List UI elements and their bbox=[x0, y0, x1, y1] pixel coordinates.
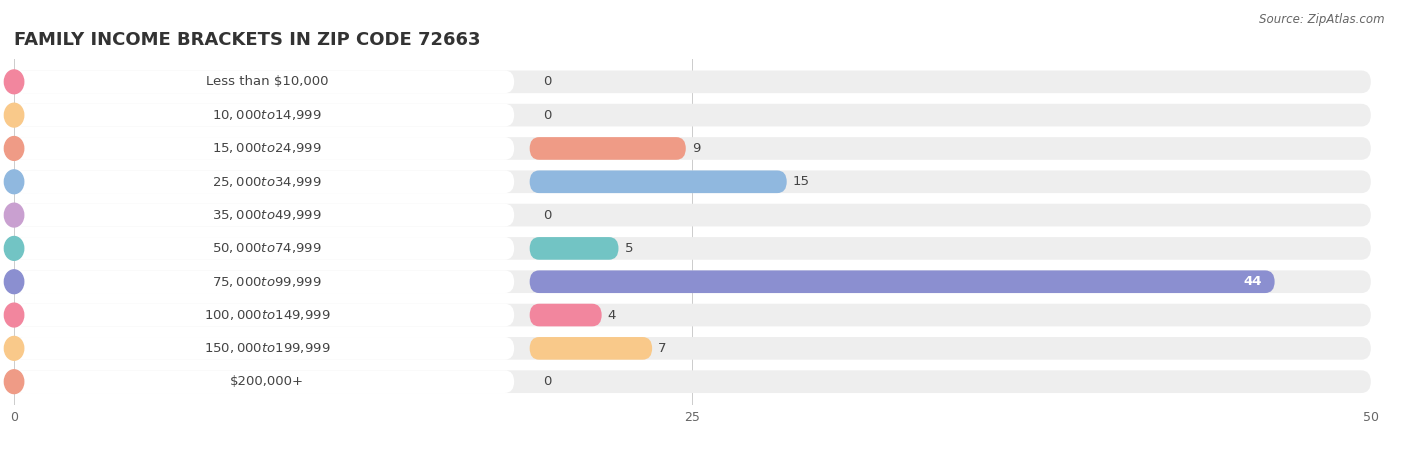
FancyBboxPatch shape bbox=[14, 104, 1371, 126]
FancyBboxPatch shape bbox=[14, 370, 515, 393]
FancyBboxPatch shape bbox=[530, 270, 1275, 293]
Circle shape bbox=[4, 103, 24, 127]
Text: 9: 9 bbox=[692, 142, 700, 155]
Circle shape bbox=[4, 237, 24, 260]
FancyBboxPatch shape bbox=[14, 71, 515, 93]
FancyBboxPatch shape bbox=[530, 171, 787, 193]
Text: 15: 15 bbox=[793, 175, 810, 188]
Circle shape bbox=[4, 203, 24, 227]
Text: Less than $10,000: Less than $10,000 bbox=[205, 75, 328, 88]
Text: $35,000 to $49,999: $35,000 to $49,999 bbox=[212, 208, 322, 222]
Text: $50,000 to $74,999: $50,000 to $74,999 bbox=[212, 241, 322, 256]
Text: $15,000 to $24,999: $15,000 to $24,999 bbox=[212, 141, 322, 155]
FancyBboxPatch shape bbox=[14, 171, 1371, 193]
Text: $75,000 to $99,999: $75,000 to $99,999 bbox=[212, 275, 322, 289]
FancyBboxPatch shape bbox=[14, 270, 1371, 293]
Circle shape bbox=[4, 303, 24, 327]
FancyBboxPatch shape bbox=[14, 337, 515, 360]
Text: 44: 44 bbox=[1243, 275, 1261, 288]
FancyBboxPatch shape bbox=[14, 270, 515, 293]
FancyBboxPatch shape bbox=[530, 137, 686, 160]
Text: 5: 5 bbox=[624, 242, 633, 255]
FancyBboxPatch shape bbox=[14, 137, 515, 160]
FancyBboxPatch shape bbox=[14, 237, 515, 260]
FancyBboxPatch shape bbox=[530, 304, 602, 326]
Text: 0: 0 bbox=[543, 75, 551, 88]
Circle shape bbox=[4, 70, 24, 94]
Text: $25,000 to $34,999: $25,000 to $34,999 bbox=[212, 175, 322, 189]
Text: $150,000 to $199,999: $150,000 to $199,999 bbox=[204, 342, 330, 356]
Circle shape bbox=[4, 337, 24, 360]
Circle shape bbox=[4, 370, 24, 394]
Text: 4: 4 bbox=[607, 309, 616, 322]
Text: Source: ZipAtlas.com: Source: ZipAtlas.com bbox=[1260, 14, 1385, 27]
Text: $200,000+: $200,000+ bbox=[231, 375, 304, 388]
FancyBboxPatch shape bbox=[14, 204, 1371, 226]
Text: 0: 0 bbox=[543, 209, 551, 221]
FancyBboxPatch shape bbox=[14, 71, 1371, 93]
Text: FAMILY INCOME BRACKETS IN ZIP CODE 72663: FAMILY INCOME BRACKETS IN ZIP CODE 72663 bbox=[14, 31, 481, 49]
FancyBboxPatch shape bbox=[530, 237, 619, 260]
Circle shape bbox=[4, 170, 24, 194]
Text: $100,000 to $149,999: $100,000 to $149,999 bbox=[204, 308, 330, 322]
Circle shape bbox=[4, 136, 24, 160]
FancyBboxPatch shape bbox=[14, 137, 1371, 160]
FancyBboxPatch shape bbox=[14, 171, 515, 193]
FancyBboxPatch shape bbox=[14, 104, 515, 126]
FancyBboxPatch shape bbox=[14, 304, 515, 326]
Text: 7: 7 bbox=[658, 342, 666, 355]
FancyBboxPatch shape bbox=[14, 370, 1371, 393]
FancyBboxPatch shape bbox=[14, 304, 1371, 326]
Text: 0: 0 bbox=[543, 375, 551, 388]
Text: $10,000 to $14,999: $10,000 to $14,999 bbox=[212, 108, 322, 122]
Text: 0: 0 bbox=[543, 108, 551, 122]
Circle shape bbox=[4, 270, 24, 293]
FancyBboxPatch shape bbox=[530, 337, 652, 360]
FancyBboxPatch shape bbox=[14, 204, 515, 226]
FancyBboxPatch shape bbox=[14, 337, 1371, 360]
FancyBboxPatch shape bbox=[14, 237, 1371, 260]
